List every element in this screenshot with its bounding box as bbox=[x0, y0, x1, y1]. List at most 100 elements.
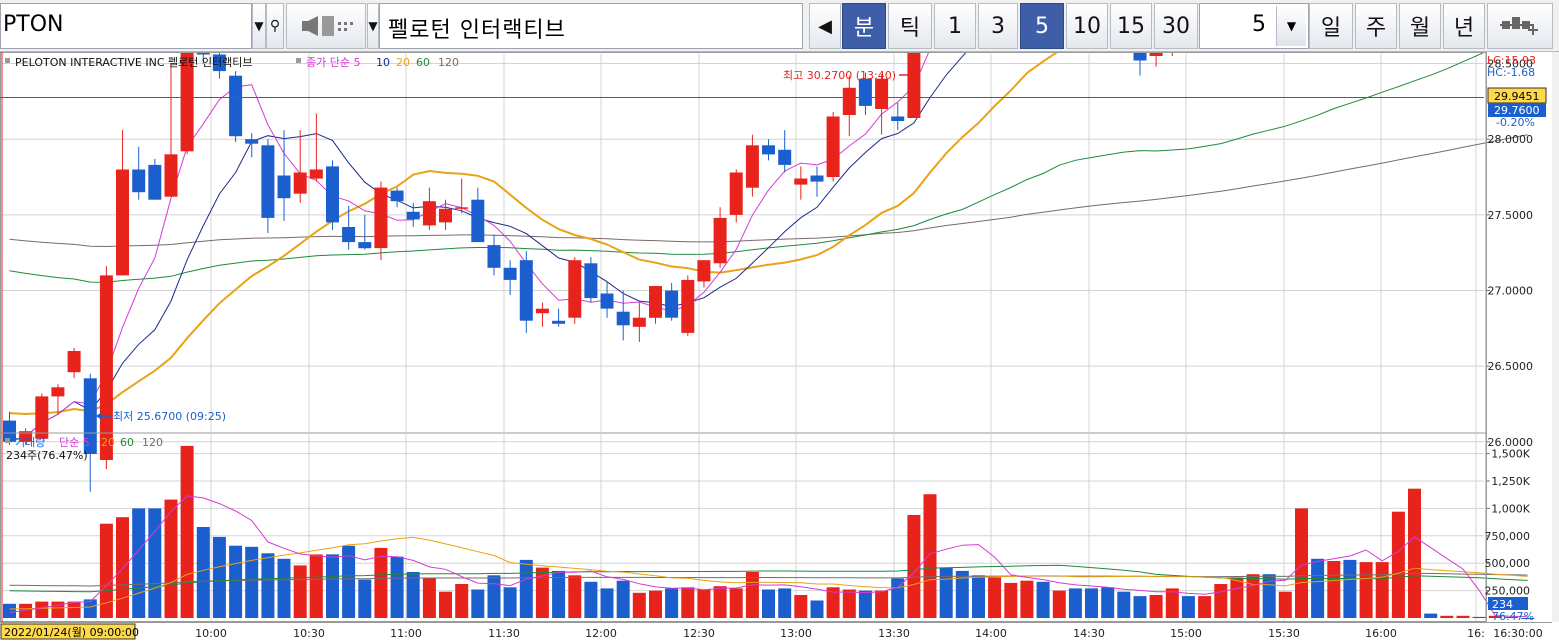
ma60-volume-line bbox=[9, 564, 1528, 593]
candle-body bbox=[745, 145, 759, 188]
period-button-0[interactable]: 분 bbox=[842, 3, 886, 49]
volume-tick-label: 1,000K bbox=[1491, 502, 1530, 515]
left-arrow-icon: ◀ bbox=[818, 15, 832, 37]
candle-body bbox=[632, 317, 646, 327]
toolbar: PTON ▼ ⚲ ▼ 펠로턴 인터랙티브 ◀ 5 ▼ 분 틱 1 3 5 10 15 30 일 주… bbox=[0, 0, 1559, 52]
candles bbox=[3, 52, 1173, 492]
volume-bar bbox=[196, 527, 210, 618]
time-label: 11:00 bbox=[390, 627, 422, 640]
time-label: 16: bbox=[1467, 627, 1485, 640]
volume-bar bbox=[584, 581, 598, 618]
volume-bar bbox=[923, 494, 937, 618]
count-input[interactable]: 5 ▼ bbox=[1199, 3, 1309, 49]
volume-bar bbox=[164, 499, 178, 618]
volume-bar bbox=[972, 575, 985, 618]
volume-bar bbox=[713, 586, 727, 618]
candle-body bbox=[19, 431, 33, 442]
symbol-input[interactable]: PTON bbox=[0, 3, 252, 49]
volume-bar bbox=[535, 567, 549, 618]
candle-body bbox=[293, 172, 307, 194]
speaker-button[interactable] bbox=[286, 3, 366, 49]
high-annotation: 최고 30.2700 (13:40) bbox=[783, 69, 896, 82]
prev-price-label: 29.7600 bbox=[1494, 104, 1540, 117]
volume-bar bbox=[842, 589, 856, 618]
time-label: 16:00 bbox=[1365, 627, 1397, 640]
volume-bar bbox=[132, 508, 146, 618]
stock-chart[interactable]: 29.500029.000028.500028.000027.500027.00… bbox=[0, 52, 1559, 642]
volume-bar bbox=[955, 570, 969, 618]
volume-bar bbox=[1117, 591, 1131, 618]
volume-bar bbox=[1521, 618, 1535, 619]
volume-moving-averages bbox=[9, 495, 1528, 618]
volume-bar bbox=[148, 508, 162, 618]
period-button-1[interactable]: 틱 bbox=[888, 3, 932, 49]
volume-bar bbox=[1085, 588, 1098, 618]
volume-bar bbox=[487, 575, 501, 618]
candle-body bbox=[99, 275, 113, 460]
candle-body bbox=[1133, 52, 1147, 61]
volume-bar bbox=[406, 572, 420, 618]
volume-bar bbox=[1149, 595, 1163, 618]
volume-legend-4: 120 bbox=[142, 436, 163, 449]
current-volume-pct: 76.47% bbox=[1492, 610, 1534, 623]
volume-bar bbox=[503, 587, 517, 618]
volume-bar bbox=[1391, 511, 1405, 618]
candle-body bbox=[535, 308, 549, 314]
prev-price-box bbox=[1488, 103, 1546, 117]
range-button-2[interactable]: 월 bbox=[1399, 3, 1441, 49]
price-moving-averages bbox=[9, 52, 1528, 443]
candle-body bbox=[67, 351, 81, 373]
volume-bar bbox=[1311, 558, 1325, 618]
search-button[interactable]: ⚲ bbox=[266, 3, 284, 49]
range-button-3[interactable]: 년 bbox=[1443, 3, 1485, 49]
price-tick-label: 28.0000 bbox=[1488, 133, 1534, 146]
volume-bar bbox=[83, 599, 97, 618]
company-name-field: 펠로턴 인터랙티브 bbox=[379, 3, 803, 49]
candle-body bbox=[891, 116, 905, 121]
symbol-dropdown-button[interactable]: ▼ bbox=[252, 3, 266, 49]
candle-body bbox=[649, 286, 662, 318]
period-button-3[interactable]: 3 bbox=[978, 3, 1018, 49]
time-label: 16:30:00 bbox=[1493, 627, 1542, 640]
volume-bar bbox=[1278, 591, 1292, 618]
candle-body bbox=[713, 217, 727, 264]
chart-labels: 29.500029.000028.500028.000027.500027.00… bbox=[0, 54, 1547, 640]
volume-bar bbox=[1246, 574, 1260, 618]
range-button-0[interactable]: 일 bbox=[1309, 3, 1353, 49]
volume-bar bbox=[229, 545, 243, 618]
name-dropdown-button[interactable]: ▼ bbox=[367, 3, 379, 49]
legend-ma-3: 60 bbox=[416, 56, 430, 69]
volume-bar bbox=[794, 595, 808, 618]
period-button-4[interactable]: 5 bbox=[1020, 3, 1064, 49]
count-dropdown-icon[interactable]: ▼ bbox=[1276, 6, 1306, 46]
prev-button[interactable]: ◀ bbox=[809, 3, 841, 49]
volume-bar bbox=[1504, 616, 1518, 618]
period-button-5[interactable]: 10 bbox=[1066, 3, 1108, 49]
volume-bar bbox=[681, 587, 695, 618]
volume-bar bbox=[116, 517, 129, 618]
volume-bar bbox=[1198, 596, 1212, 618]
volume-bar bbox=[826, 587, 840, 618]
candle-body bbox=[51, 387, 65, 397]
candle-body bbox=[600, 293, 614, 309]
volume-bar bbox=[1440, 615, 1454, 618]
range-button-1[interactable]: 주 bbox=[1355, 3, 1397, 49]
price-tick-label: 26.5000 bbox=[1488, 360, 1534, 373]
volume-bars bbox=[3, 445, 1535, 619]
candle-body bbox=[116, 169, 129, 276]
volume-bar bbox=[180, 445, 194, 618]
candle-body bbox=[875, 78, 889, 109]
settings-button[interactable] bbox=[1487, 3, 1553, 49]
volume-bar bbox=[988, 577, 1002, 618]
volume-bar bbox=[455, 584, 469, 618]
period-button-2[interactable]: 1 bbox=[934, 3, 976, 49]
volume-bar bbox=[729, 588, 743, 618]
time-label: 14:30 bbox=[1073, 627, 1105, 640]
volume-bar bbox=[309, 554, 323, 618]
period-button-7[interactable]: 30 bbox=[1154, 3, 1198, 49]
candle-body bbox=[212, 54, 226, 72]
legend-title: PELOTON INTERACTIVE INC 펠로턴 인터랙티브 bbox=[15, 56, 252, 69]
period-button-6[interactable]: 15 bbox=[1110, 3, 1152, 49]
volume-bar bbox=[35, 601, 49, 618]
volume-legend-3: 60 bbox=[120, 436, 134, 449]
